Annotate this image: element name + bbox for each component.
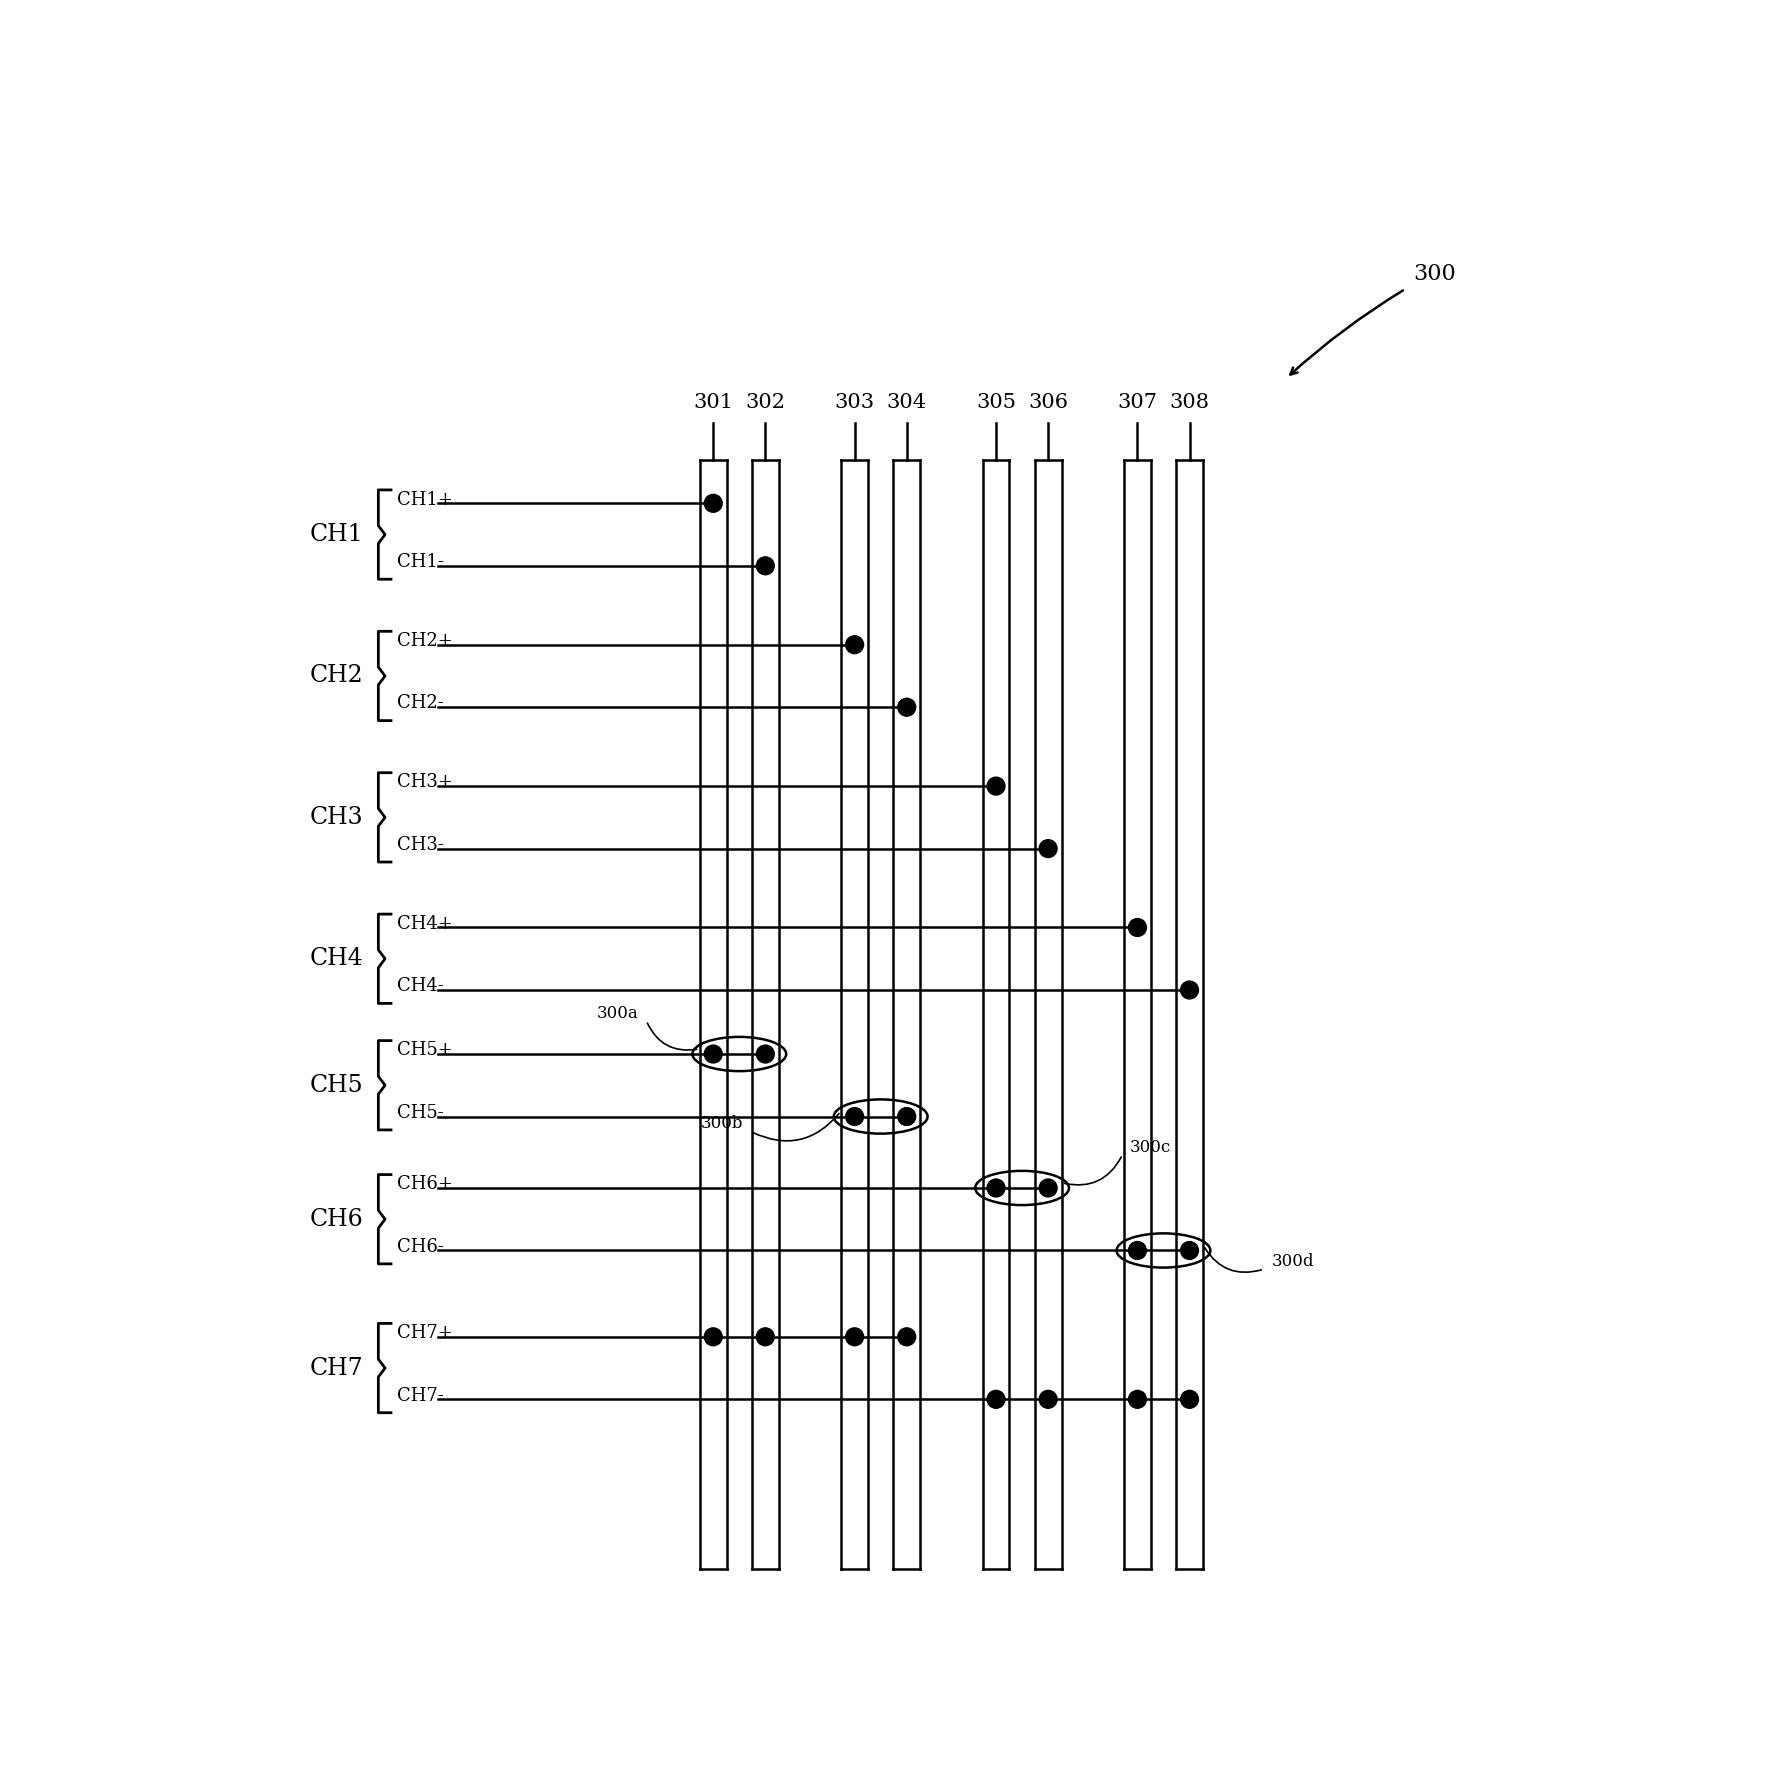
Text: 300b: 300b — [700, 1116, 743, 1132]
Text: CH4-: CH4- — [398, 978, 444, 996]
Text: CH1+: CH1+ — [398, 490, 453, 508]
Text: CH1: CH1 — [310, 524, 364, 545]
Text: 300a: 300a — [596, 1005, 639, 1021]
Circle shape — [987, 1391, 1005, 1409]
Circle shape — [1039, 1391, 1057, 1409]
Text: CH7-: CH7- — [398, 1387, 444, 1405]
Text: CH3: CH3 — [310, 806, 364, 830]
Circle shape — [1128, 1391, 1146, 1409]
Text: 300d: 300d — [1272, 1253, 1315, 1269]
Text: 303: 303 — [835, 393, 874, 411]
Text: CH6+: CH6+ — [398, 1175, 453, 1193]
Text: CH7+: CH7+ — [398, 1325, 453, 1343]
Text: CH5: CH5 — [310, 1075, 364, 1096]
Circle shape — [987, 778, 1005, 796]
Circle shape — [1180, 1391, 1198, 1409]
Text: CH2: CH2 — [310, 665, 364, 687]
Text: CH4: CH4 — [310, 948, 364, 971]
Text: CH1-: CH1- — [398, 552, 444, 570]
Text: 300c: 300c — [1130, 1139, 1171, 1155]
Text: 305: 305 — [976, 393, 1015, 411]
Text: CH4+: CH4+ — [398, 915, 453, 933]
Text: CH2-: CH2- — [398, 694, 444, 712]
Circle shape — [897, 1328, 915, 1346]
Circle shape — [987, 1178, 1005, 1196]
Text: 302: 302 — [745, 393, 784, 411]
Text: CH2+: CH2+ — [398, 631, 453, 651]
Circle shape — [845, 637, 863, 654]
Circle shape — [756, 1044, 774, 1062]
Circle shape — [1039, 1178, 1057, 1196]
Circle shape — [897, 699, 915, 717]
Circle shape — [1180, 982, 1198, 999]
Text: CH7: CH7 — [310, 1357, 364, 1380]
Text: 300: 300 — [1413, 263, 1456, 286]
Circle shape — [704, 1044, 722, 1062]
Circle shape — [1180, 1241, 1198, 1259]
Text: 308: 308 — [1170, 393, 1209, 411]
Text: CH5-: CH5- — [398, 1103, 444, 1121]
Text: 307: 307 — [1118, 393, 1157, 411]
Text: CH3-: CH3- — [398, 837, 444, 855]
Circle shape — [1128, 919, 1146, 937]
Circle shape — [845, 1328, 863, 1346]
Text: CH3+: CH3+ — [398, 774, 453, 792]
Circle shape — [1039, 840, 1057, 858]
Text: 304: 304 — [887, 393, 926, 411]
Text: 306: 306 — [1028, 393, 1067, 411]
Circle shape — [756, 1328, 774, 1346]
Text: CH5+: CH5+ — [398, 1041, 453, 1058]
Circle shape — [1128, 1241, 1146, 1259]
Circle shape — [845, 1107, 863, 1125]
Text: CH6: CH6 — [310, 1207, 364, 1230]
Circle shape — [756, 556, 774, 574]
Circle shape — [704, 1328, 722, 1346]
Circle shape — [897, 1107, 915, 1125]
Text: 301: 301 — [693, 393, 733, 411]
Circle shape — [704, 493, 722, 511]
Text: CH6-: CH6- — [398, 1237, 444, 1255]
